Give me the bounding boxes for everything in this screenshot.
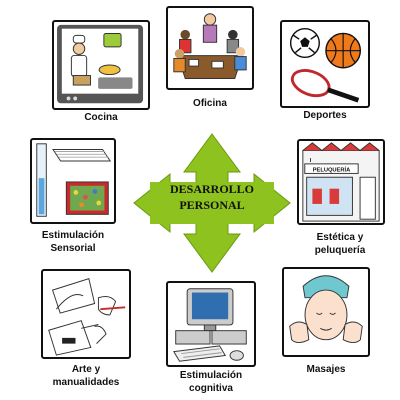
label-arte-line2: manualidades	[52, 377, 120, 388]
label-arte-line1: Arte y	[71, 364, 101, 375]
label-cocina: Cocina	[84, 112, 118, 123]
label-oficina: Oficina	[193, 98, 227, 109]
label-cognitiva-line1: Estimulación	[179, 370, 243, 381]
tile-arte-manualidades[interactable]	[41, 269, 131, 359]
label-estimulacion-sensorial-line1: Estimulación	[41, 230, 105, 241]
center-title: DESARROLLO PERSONAL	[152, 181, 272, 213]
label-deportes: Deportes	[303, 110, 347, 121]
tile-oficina[interactable]	[166, 6, 254, 90]
kitchen-tv-icon	[57, 24, 144, 104]
tile-deportes[interactable]	[280, 20, 370, 108]
label-estetica-line1: Estética y	[316, 232, 364, 243]
label-estimulacion-sensorial-line2: Sensorial	[50, 243, 96, 254]
sports-balls-icon	[289, 27, 362, 103]
tile-estetica-peluqueria[interactable]: PELUQUERÍA	[297, 139, 385, 225]
label-masajes: Masajes	[306, 364, 346, 375]
tile-estimulacion-sensorial[interactable]	[30, 138, 116, 224]
label-estetica-peluqueria: Estética y peluquería	[287, 231, 393, 257]
tile-estimulacion-cognitiva[interactable]	[166, 281, 256, 367]
hair-salon-icon: PELUQUERÍA	[302, 142, 380, 222]
label-cognitiva-line2: cognitiva	[189, 383, 233, 394]
center-title-line2: PERSONAL	[179, 198, 245, 212]
label-estimulacion-cognitiva: Estimulación cognitiva	[156, 369, 266, 395]
sensory-room-icon	[36, 143, 112, 217]
center-title-line1: DESARROLLO	[169, 182, 255, 196]
label-arte-manualidades: Arte y manualidades	[31, 363, 141, 389]
tile-cocina[interactable]	[52, 20, 150, 110]
face-massage-icon	[289, 275, 363, 344]
label-estimulacion-sensorial: Estimulación Sensorial	[20, 229, 126, 255]
tile-masajes[interactable]	[282, 267, 370, 357]
art-crafts-icon	[48, 278, 126, 356]
four-way-arrow-icon	[133, 133, 291, 273]
label-estetica-line2: peluquería	[314, 245, 366, 256]
salon-sign-text: PELUQUERÍA	[313, 166, 351, 174]
computer-icon	[173, 288, 247, 362]
office-meeting-icon	[173, 13, 247, 79]
